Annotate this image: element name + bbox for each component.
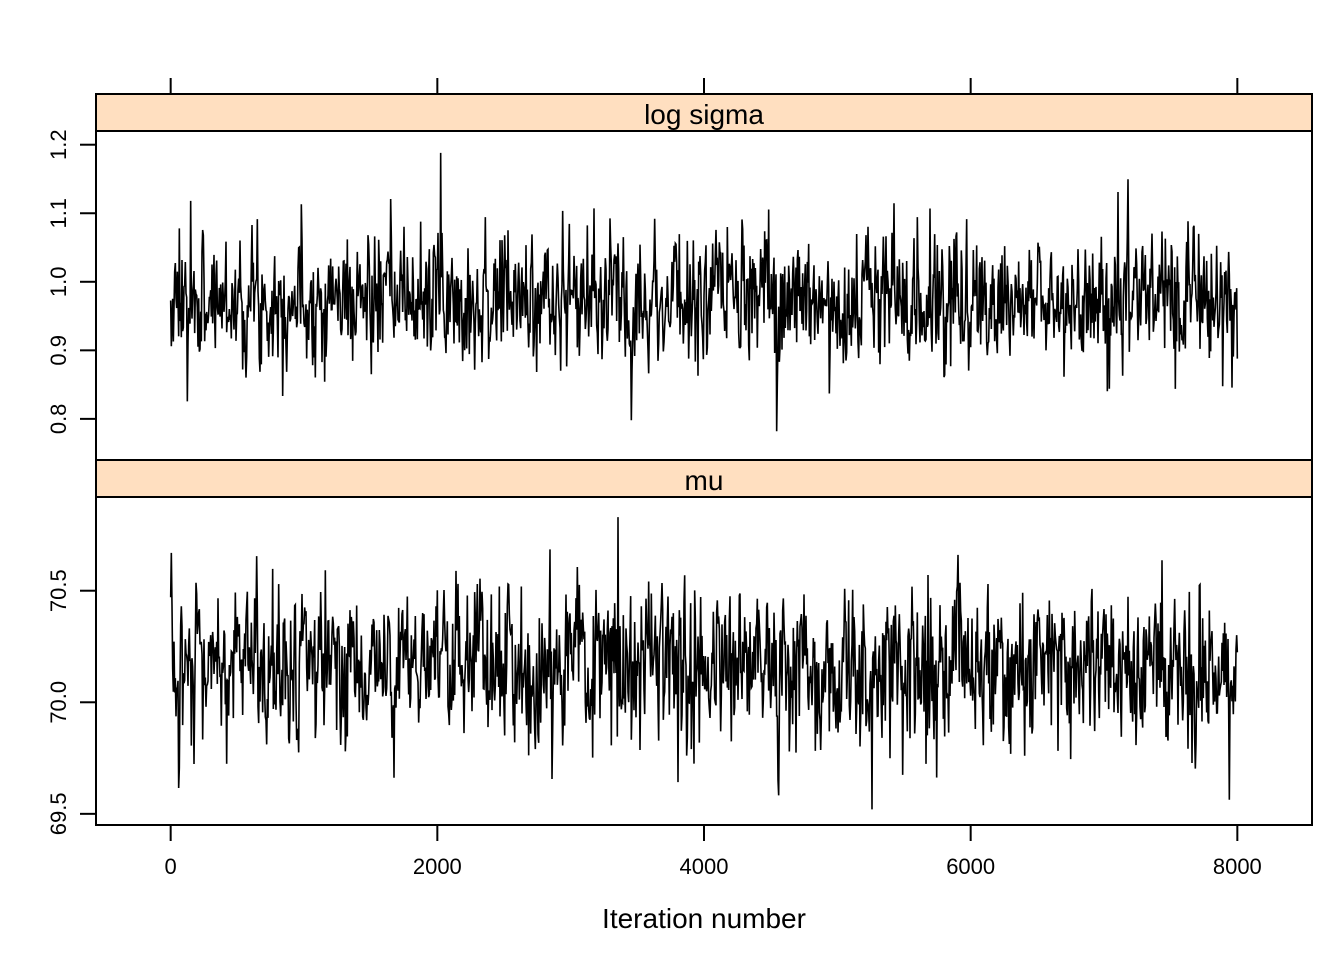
- y-tick-label-1-1: 70.0: [46, 681, 71, 724]
- strip-label-log-sigma: log sigma: [644, 99, 764, 130]
- x-tick-label-8000: 8000: [1213, 854, 1262, 879]
- y-ticks-mu: 69.5 70.0 70.5: [46, 569, 96, 835]
- y-tick-label-0-4: 1.2: [46, 129, 71, 160]
- trace-line-log-sigma: [169, 152, 1239, 432]
- y-tick-label-0-1: 0.9: [46, 335, 71, 366]
- strip-log-sigma: [95, 93, 1313, 132]
- strip-mu: [95, 459, 1313, 498]
- x-tick-label-0: 0: [165, 854, 177, 879]
- y-tick-label-1-0: 69.5: [46, 792, 71, 835]
- x-axis-title: Iteration number: [602, 903, 806, 934]
- x-tick-label-4000: 4000: [680, 854, 729, 879]
- x-tick-label-2000: 2000: [413, 854, 462, 879]
- strip-label-mu: mu: [685, 465, 724, 496]
- bottom-x-ticks: 0 2000 4000 6000 8000: [165, 825, 1262, 879]
- y-ticks-log-sigma: 0.8 0.9 1.0 1.1 1.2: [46, 129, 96, 434]
- panel-mu: mu 69.5 70.0 70.5: [46, 459, 1313, 835]
- y-tick-label-1-2: 70.5: [46, 569, 71, 612]
- y-tick-label-0-2: 1.0: [46, 266, 71, 297]
- panel-log-sigma: log sigma 0.8 0.9 1.0 1.1 1.2: [46, 93, 1313, 461]
- x-tick-label-6000: 6000: [946, 854, 995, 879]
- y-tick-label-0-0: 0.8: [46, 404, 71, 435]
- top-x-ticks: [169, 78, 1239, 94]
- trace-line-mu: [169, 517, 1239, 810]
- y-tick-label-0-3: 1.1: [46, 198, 71, 229]
